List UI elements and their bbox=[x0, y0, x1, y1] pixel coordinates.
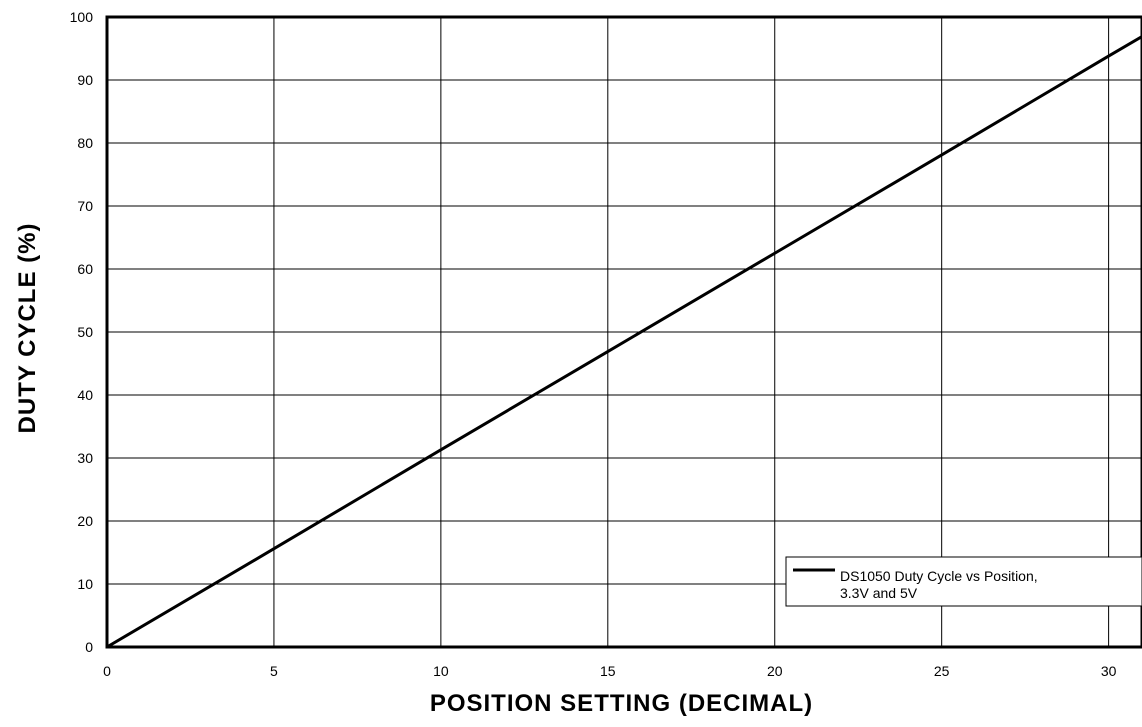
y-tick-labels: 0 10 20 30 40 50 60 70 80 90 100 bbox=[70, 9, 94, 655]
x-axis-title: POSITION SETTING (DECIMAL) bbox=[430, 690, 813, 717]
y-tick-label: 80 bbox=[77, 135, 93, 151]
x-tick-label: 0 bbox=[103, 663, 111, 679]
x-tick-label: 25 bbox=[934, 663, 950, 679]
y-axis-title: DUTY CYCLE (%) bbox=[14, 223, 41, 434]
legend-entry-label: DS1050 Duty Cycle vs Position, 3.3V and 5… bbox=[840, 568, 1038, 601]
y-tick-label: 50 bbox=[77, 324, 93, 340]
series-layer bbox=[106, 35, 1142, 649]
y-tick-label: 90 bbox=[77, 72, 93, 88]
y-tick-label: 20 bbox=[77, 513, 93, 529]
y-tick-label: 70 bbox=[77, 198, 93, 214]
y-tick-label: 30 bbox=[77, 450, 93, 466]
x-tick-label: 10 bbox=[433, 663, 449, 679]
series-line bbox=[106, 35, 1142, 649]
legend: DS1050 Duty Cycle vs Position, 3.3V and 5… bbox=[785, 556, 1142, 607]
y-tick-label: 10 bbox=[77, 576, 93, 592]
x-tick-labels: 0 5 10 15 20 25 30 bbox=[103, 663, 1117, 679]
y-tick-label: 0 bbox=[85, 639, 93, 655]
x-tick-label: 30 bbox=[1101, 663, 1117, 679]
y-tick-label: 40 bbox=[77, 387, 93, 403]
legend-box bbox=[785, 556, 1142, 607]
x-tick-label: 5 bbox=[270, 663, 278, 679]
x-tick-label: 15 bbox=[600, 663, 616, 679]
plot-frame bbox=[105, 15, 1142, 649]
grid-lines bbox=[107, 17, 1142, 647]
x-tick-label: 20 bbox=[767, 663, 783, 679]
y-tick-label: 60 bbox=[77, 261, 93, 277]
y-tick-label: 100 bbox=[70, 9, 94, 25]
